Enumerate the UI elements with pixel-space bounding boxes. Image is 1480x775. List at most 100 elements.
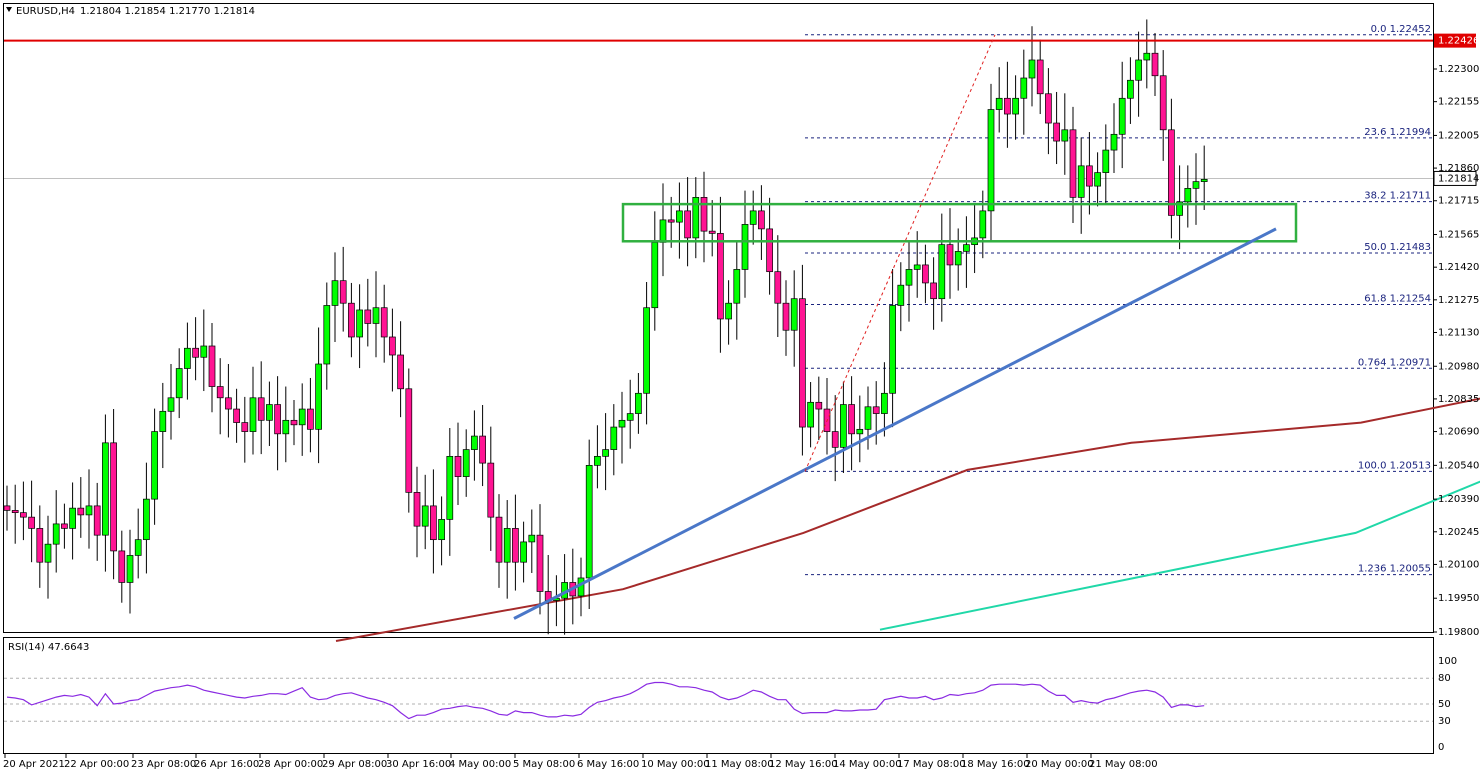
bear-candle <box>487 462 495 518</box>
bull-candle <box>963 244 970 252</box>
bull-candle <box>626 413 634 421</box>
bull-candle <box>856 428 864 435</box>
bull-candle <box>159 410 167 432</box>
time-tick-label: 4 May 00:00 <box>449 759 511 770</box>
resistance-price-tag-label: 1.22426 <box>1438 36 1479 47</box>
bull-candle <box>725 302 732 320</box>
bull-candle <box>1118 97 1126 135</box>
bull-candle <box>1143 52 1151 61</box>
fib-level-label: 23.6 1.21994 <box>1364 127 1431 138</box>
bull-candle <box>528 534 536 543</box>
fib-level-label: 61.8 1.21254 <box>1364 294 1431 305</box>
bull-candle <box>913 264 921 270</box>
bull-candle <box>1077 165 1085 198</box>
bull-candle <box>807 401 814 428</box>
fib-level-label: 50.0 1.21483 <box>1364 242 1431 253</box>
bull-candle <box>987 109 995 212</box>
bear-candle <box>1151 52 1159 77</box>
bull-candle <box>602 449 609 457</box>
time-tick-label: 28 Apr 00:00 <box>258 759 323 770</box>
fib-level-label: 100.0 1.20513 <box>1358 460 1431 471</box>
bull-candle <box>471 435 478 450</box>
bear-candle <box>782 302 790 331</box>
bear-candle <box>192 347 199 358</box>
bear-candle <box>495 516 503 563</box>
bull-candle <box>175 368 183 399</box>
rsi-indicator: 100 80 50 30 0 <box>4 656 1457 753</box>
bear-candle <box>216 386 224 399</box>
price-tick-label: 1.20980 <box>1438 361 1479 372</box>
bull-candle <box>331 280 339 306</box>
bear-candle <box>36 528 44 563</box>
bull-candle <box>298 408 306 426</box>
bear-candle <box>1053 122 1060 142</box>
bull-candle <box>1102 149 1110 173</box>
bear-candle <box>274 404 281 435</box>
bear-candle <box>799 298 806 428</box>
bull-candle <box>315 363 322 430</box>
fibonacci-levels[interactable]: 0.0 1.22452 23.6 1.21994 38.2 1.21711 50.0 … <box>805 24 1433 576</box>
price-tick-label: 1.21565 <box>1438 230 1479 241</box>
chart-ohlc: 1.21804 1.21854 1.21770 1.21814 <box>80 6 255 17</box>
bull-candle <box>266 404 273 421</box>
bull-candle <box>733 269 741 304</box>
rsi-label: RSI(14) 47.6643 <box>8 642 89 653</box>
bull-candle <box>503 528 511 563</box>
bull-candle <box>356 309 363 338</box>
bull-candle <box>52 523 60 545</box>
price-tick-label: 1.21275 <box>1438 295 1479 306</box>
time-tick-label: 23 Apr 08:00 <box>131 759 196 770</box>
bull-candle <box>1127 79 1134 99</box>
bull-candle <box>979 210 987 239</box>
resistance-price-tag <box>1434 33 1476 48</box>
bull-candle <box>676 210 683 223</box>
time-tick-label: 21 May 08:00 <box>1089 759 1158 770</box>
candles <box>3 19 1208 635</box>
price-tick-label: 1.20835 <box>1438 394 1479 405</box>
time-tick-label: 20 Apr 2021 <box>3 759 65 770</box>
bull-candle <box>790 298 798 331</box>
bear-candle <box>1159 75 1167 131</box>
bear-candle <box>11 510 19 513</box>
price-tick-label: 1.21420 <box>1438 262 1479 273</box>
fib-anchor-line <box>804 34 996 472</box>
bear-candle <box>28 516 35 529</box>
bear-candle <box>61 523 68 529</box>
price-tick-label: 1.19800 <box>1438 627 1479 638</box>
bull-candle <box>1012 97 1019 115</box>
drawing-objects[interactable] <box>4 34 1433 620</box>
bull-candle <box>69 507 76 529</box>
time-tick-label: 5 May 08:00 <box>513 759 575 770</box>
bull-candle <box>102 442 109 536</box>
bear-candle <box>454 455 462 477</box>
bull-candle <box>446 455 454 520</box>
bull-candle <box>1200 178 1208 182</box>
rsi-plot-frame <box>3 637 1434 754</box>
bull-candle <box>1192 181 1200 189</box>
bear-candle <box>946 244 954 266</box>
bear-candle <box>831 431 839 448</box>
bull-candle <box>585 465 593 579</box>
current-price-tag <box>1433 170 1477 186</box>
bull-candle <box>323 305 331 365</box>
bull-candle <box>126 555 134 583</box>
bull-candle <box>134 539 142 556</box>
price-tick-label: 1.22300 <box>1438 64 1479 75</box>
bull-candle <box>282 419 290 435</box>
bear-candle <box>225 397 232 410</box>
bear-candle <box>241 422 249 432</box>
bear-candle <box>684 210 691 239</box>
bull-candle <box>1061 129 1069 142</box>
bear-candle <box>348 302 355 338</box>
fib-level-label: 1.236 1.20055 <box>1358 564 1431 575</box>
bear-candle <box>397 354 404 390</box>
price-axis[interactable]: 1.22300 1.22155 1.22005 1.21860 1.21715 1.215… <box>1433 33 1479 638</box>
bear-candle <box>922 264 929 284</box>
time-tick-label: 26 Apr 16:00 <box>194 759 259 770</box>
time-tick-label: 30 Apr 16:00 <box>386 759 451 770</box>
bull-candle <box>44 543 52 563</box>
time-tick-label: 12 May 16:00 <box>769 759 838 770</box>
collapse-triangle-icon[interactable] <box>6 7 12 12</box>
